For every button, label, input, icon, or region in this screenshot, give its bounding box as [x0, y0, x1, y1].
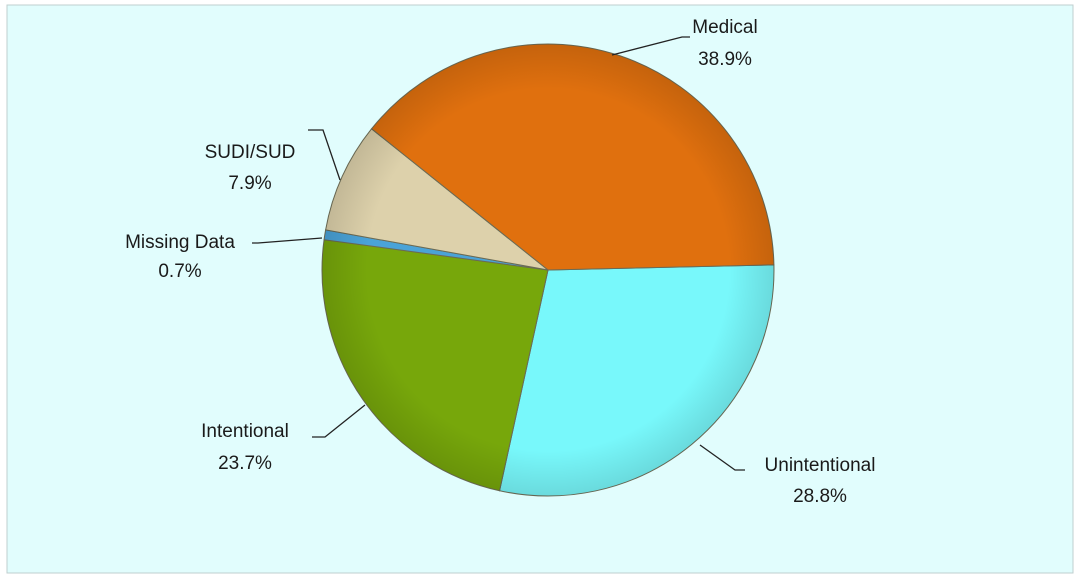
labels: Unintentional 28.8% Intentional 23.7% Missin…	[125, 17, 875, 507]
leader-line	[312, 404, 366, 438]
slice-label: SUDI/SUD	[205, 142, 296, 163]
leader-line	[699, 444, 745, 471]
slice-value-label: 0.7%	[158, 261, 201, 282]
leader-line	[611, 36, 690, 56]
slice-value-label: 28.8%	[793, 486, 847, 507]
slice-label: Intentional	[201, 421, 289, 442]
slice-label: Unintentional	[765, 455, 876, 476]
slice-label: Medical	[692, 17, 757, 38]
slice-label: Missing Data	[125, 232, 235, 253]
slice-value-label: 7.9%	[228, 173, 271, 194]
slice-value-label: 38.9%	[698, 49, 752, 70]
leader-line	[308, 129, 341, 181]
slice-value-label: 23.7%	[218, 453, 272, 474]
pie	[321, 43, 775, 497]
leader-line	[252, 237, 323, 244]
